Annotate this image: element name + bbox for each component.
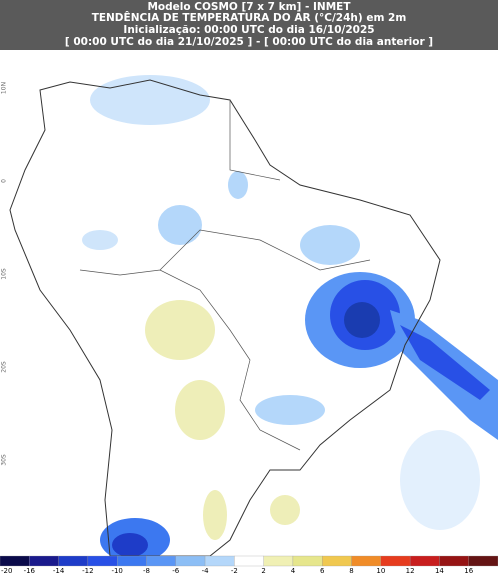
colorbar-label: -16 <box>24 567 36 575</box>
colorbar-label: -6 <box>172 567 180 575</box>
coastline <box>9 79 441 557</box>
colorbar-label: 16 <box>464 567 473 575</box>
colorbar-box <box>234 555 264 567</box>
colorbar-box <box>29 555 59 567</box>
colorbar-label: -12 <box>82 567 93 575</box>
colorbar-label: 14 <box>435 567 444 575</box>
borders <box>79 100 371 451</box>
colorbar-box <box>351 555 381 567</box>
colorbar-box <box>380 555 411 567</box>
lat-label: 20S <box>1 361 8 373</box>
colorbar-box <box>58 555 89 567</box>
colorbar-box <box>175 555 206 567</box>
header-line: Modelo COSMO [7 x 7 km] - INMET <box>147 1 351 13</box>
colorbar-label: 6 <box>320 567 325 575</box>
colorbar-box <box>87 555 118 567</box>
lat-label: 0 <box>1 179 8 183</box>
colorbar-box <box>204 555 235 567</box>
colorbar-box <box>146 555 176 567</box>
colorbar-label: 12 <box>406 567 415 575</box>
colorbar-box <box>117 555 147 567</box>
colorbar-label: 4 <box>291 567 296 575</box>
colorbar-box <box>263 555 294 567</box>
lat-label: 10S <box>1 268 8 280</box>
field-blobs <box>82 75 498 562</box>
colorbar-box <box>322 555 352 567</box>
colorbar-label: -10 <box>111 567 122 575</box>
colorbar-label: 2 <box>261 567 265 575</box>
colorbar-label: -4 <box>202 567 210 575</box>
header-line: Inicialização: 00:00 UTC do dia 16/10/20… <box>123 24 374 36</box>
colorbar-label: -8 <box>143 567 150 575</box>
colorbar-box <box>468 555 498 567</box>
colorbar-label: -20 <box>1 567 12 575</box>
header-line: [ 00:00 UTC do dia 21/10/2025 ] - [ 00:0… <box>65 36 433 48</box>
colorbar-label: -14 <box>53 567 65 575</box>
lat-label: 30S <box>1 454 8 466</box>
header-band <box>0 0 498 50</box>
colorbar-label: 8 <box>349 567 353 575</box>
colorbar-box <box>292 555 323 567</box>
colorbar-box <box>409 555 440 567</box>
lat-label: 10N <box>1 82 8 94</box>
colorbar-label: -2 <box>231 567 238 575</box>
colorbar-box <box>439 555 469 567</box>
colorbar-label: 10 <box>376 567 385 575</box>
colorbar-box <box>0 555 30 567</box>
header-line: TENDÊNCIA DE TEMPERATURA DO AR (°C/24h) … <box>92 11 407 24</box>
